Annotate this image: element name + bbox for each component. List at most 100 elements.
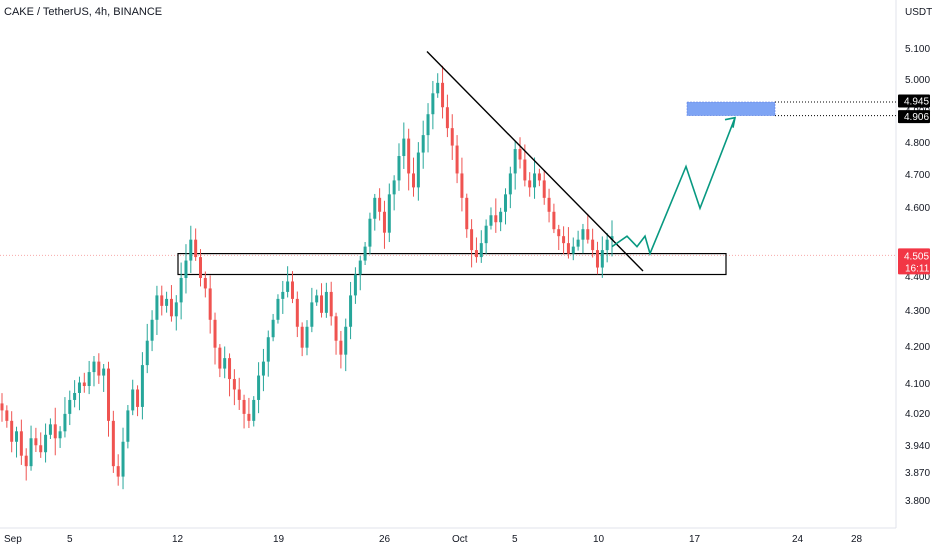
candle-body xyxy=(19,431,23,456)
candle-body xyxy=(252,399,256,421)
target-zone xyxy=(686,101,776,116)
candle-body xyxy=(58,431,62,439)
candle-body xyxy=(431,93,435,115)
candle-body xyxy=(586,229,590,240)
candle-body xyxy=(416,152,420,188)
candle-body xyxy=(92,361,96,373)
candle-body xyxy=(77,382,81,393)
candle-body xyxy=(324,291,328,313)
projection-arrowhead xyxy=(724,116,737,128)
last-price-tag: 4.505 xyxy=(904,251,929,262)
axes-layer: 5.1005.0004.9004.8004.7004.6004.4004.300… xyxy=(4,44,930,545)
y-tick-label: 4.020 xyxy=(905,409,930,420)
candle-body xyxy=(552,211,556,230)
candle-body xyxy=(576,239,580,247)
candle-body xyxy=(484,225,488,244)
candle-body xyxy=(102,368,106,376)
candle-body xyxy=(232,379,236,390)
x-tick-label: 28 xyxy=(851,534,863,545)
last-price-tag-bg xyxy=(898,248,930,275)
candle-body xyxy=(605,239,609,251)
candle-body xyxy=(421,135,425,153)
descending-trendline xyxy=(426,50,644,272)
target-upper-tag: 4.945 xyxy=(904,97,929,108)
candle-body xyxy=(169,298,173,317)
candle-body xyxy=(145,340,149,366)
candle-body xyxy=(455,145,459,174)
candle-body xyxy=(518,149,522,160)
candle-body xyxy=(450,128,454,146)
support-zone-box xyxy=(177,252,727,276)
candle-body xyxy=(276,298,280,320)
candle-body xyxy=(300,326,304,348)
candle-body xyxy=(489,215,493,226)
candle-body xyxy=(610,236,614,240)
candle-body xyxy=(566,243,570,254)
candle-body xyxy=(24,455,28,467)
candle-body xyxy=(73,392,77,400)
candle-body xyxy=(44,434,48,453)
target-upper-tag-bg xyxy=(898,94,930,108)
y-tick-label: 4.600 xyxy=(905,203,930,214)
candle-body xyxy=(378,197,382,212)
y-tick-label: 5.000 xyxy=(905,75,930,86)
candle-body xyxy=(547,197,551,212)
x-tick-label: 19 xyxy=(273,534,285,545)
candle-body xyxy=(261,361,265,376)
y-tick-label: 5.100 xyxy=(905,44,930,55)
candle-body xyxy=(349,295,353,327)
candle-body xyxy=(441,82,445,108)
candle-body xyxy=(353,274,357,296)
candle-body xyxy=(392,180,396,195)
y-tick-label: 4.200 xyxy=(905,342,930,353)
candle-body xyxy=(0,403,4,411)
candle-body xyxy=(407,138,411,174)
candle-body xyxy=(223,358,227,369)
candle-body xyxy=(136,389,140,407)
candle-body xyxy=(513,149,517,174)
candle-body xyxy=(542,180,546,198)
candle-body xyxy=(286,281,290,292)
candle-body xyxy=(257,375,261,400)
candle-body xyxy=(29,438,33,467)
candle-body xyxy=(562,236,566,244)
candle-body xyxy=(179,277,183,303)
y-tick-label: 4.700 xyxy=(905,170,930,181)
candle-body xyxy=(63,413,67,432)
drawings-layer xyxy=(426,50,896,272)
candle-body xyxy=(305,326,309,348)
candle-body xyxy=(334,316,338,341)
candle-body xyxy=(397,156,401,181)
candle-body xyxy=(310,302,314,327)
candle-body xyxy=(198,257,202,278)
candle-body xyxy=(295,298,299,327)
grid-layer xyxy=(0,0,897,529)
candle-body xyxy=(228,358,232,380)
candle-body xyxy=(329,291,333,317)
candle-body xyxy=(591,239,595,251)
candle-body xyxy=(363,246,367,261)
candles-layer xyxy=(0,65,614,490)
candle-body xyxy=(116,466,120,477)
candle-body xyxy=(358,260,362,275)
candle-body xyxy=(10,420,14,442)
candle-body xyxy=(266,337,270,362)
y-tick-label: 3.870 xyxy=(905,468,930,479)
candle-body xyxy=(155,295,159,320)
x-tick-label: 17 xyxy=(689,534,701,545)
chart-title: CAKE / TetherUS, 4h, BINANCE xyxy=(4,6,163,18)
candle-body xyxy=(165,298,169,306)
candle-body xyxy=(382,211,386,233)
candle-body xyxy=(600,250,604,268)
y-tick-label: 3.800 xyxy=(905,496,930,507)
target-lower-tag: 4.906 xyxy=(904,112,929,123)
candle-body xyxy=(387,194,391,233)
candle-body xyxy=(48,424,52,435)
candle-body xyxy=(68,399,72,414)
candle-body xyxy=(126,410,130,442)
x-tick-label: 24 xyxy=(792,534,804,545)
candle-body xyxy=(5,410,9,421)
candle-body xyxy=(160,295,164,306)
candle-body xyxy=(247,413,251,421)
